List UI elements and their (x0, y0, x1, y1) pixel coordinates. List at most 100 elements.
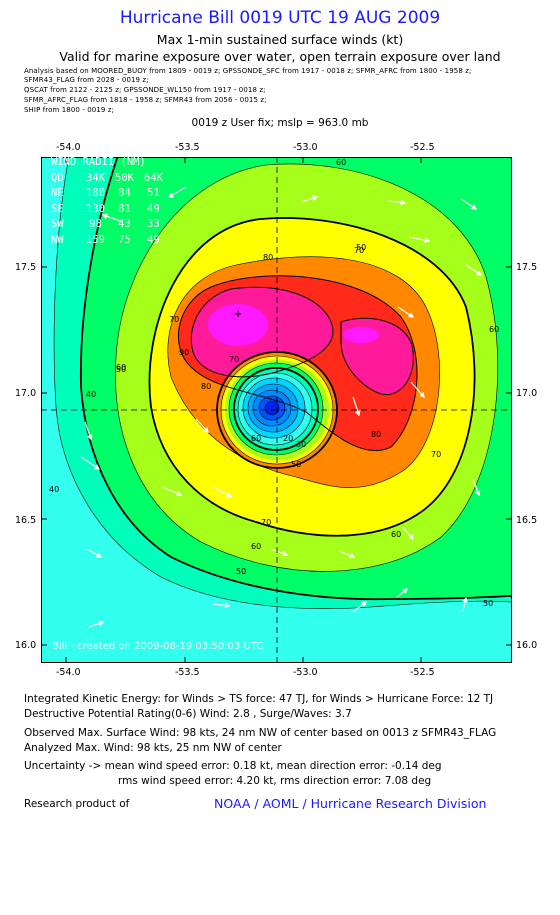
ike-summary: Integrated Kinetic Energy: for Winds > T… (24, 693, 494, 705)
contour-label: 30 (296, 440, 306, 449)
max-wind-core-east (343, 327, 379, 343)
radii-value: 84 (118, 187, 131, 199)
wind-radii-row: SW 98 43 33 (51, 217, 168, 233)
x-tick-label-bottom: -53.5 (175, 667, 200, 678)
plot-frame (41, 157, 512, 663)
destructive-potential: Destructive Potential Rating(0-6) Wind: … (24, 708, 352, 720)
contour-label: 50 (291, 460, 301, 469)
wind-arrow-head (424, 237, 431, 244)
x-tick-label-top: -53.0 (293, 142, 318, 153)
radii-value: 159 (86, 233, 105, 246)
radii-value: 49 (147, 233, 160, 246)
contour-label: 60 (251, 434, 261, 443)
contour-label: 60 (489, 325, 499, 334)
radii-col-header: 50K (115, 171, 134, 184)
radii-col-header: 64K (144, 171, 163, 184)
wind-radii-table: WIND RADII (NM) QD 34K 50K 64K NE 180 84… (51, 155, 168, 248)
wind-radii-header: WIND RADII (NM) (51, 156, 146, 168)
contour-label: 70 (169, 315, 179, 324)
research-org: NOAA / AOML / Hurricane Research Divisio… (214, 796, 487, 811)
contour-label: 60 (251, 542, 261, 551)
wind-arrow-head (408, 533, 414, 540)
x-tick-label-top: -52.5 (410, 142, 435, 153)
contour-label: 60 (336, 158, 346, 167)
analysis-line: SHIP from 1800 - 0019 z; (24, 106, 114, 114)
chart-title: Hurricane Bill 0019 UTC 19 AUG 2009 (119, 8, 441, 28)
radii-value: 33 (147, 218, 160, 230)
contour-label: 70 (261, 518, 271, 527)
x-tick-label-bottom: -54.0 (56, 667, 81, 678)
contour-label: 50 (483, 599, 493, 608)
x-tick-label-bottom: -52.5 (410, 667, 435, 678)
radii-col-header: 34K (86, 171, 105, 184)
wind-arrow-head (101, 213, 108, 220)
wind-radii-row: NW 159 75 49 (51, 233, 168, 249)
radii-value: 51 (147, 187, 160, 199)
y-tick-label-right: 16.0 (516, 640, 538, 651)
wind-arrow-head (93, 464, 101, 470)
chart-subtitle: Max 1-min sustained surface winds (kt) (156, 32, 404, 47)
radii-value: 81 (118, 202, 131, 215)
contour-label: 70 (354, 246, 364, 255)
max-wind-marker: + (234, 309, 242, 320)
chart-subtitle-exposure: Valid for marine exposure over water, op… (59, 49, 501, 64)
radii-value: 130 (86, 202, 105, 215)
storm-fix-info: 0019 z User fix; mslp = 963.0 mb (191, 117, 369, 129)
eye-band-5 (265, 401, 279, 415)
y-tick-label-left: 16.0 (15, 640, 37, 651)
contour-label: 60 (391, 530, 401, 539)
wind-arrow-head (349, 552, 356, 559)
wind-arrow-head (360, 601, 367, 607)
uncertainty-line: Uncertainty -> mean wind speed error: 0.… (24, 760, 442, 772)
radii-value: 49 (147, 202, 160, 215)
analysis-line: SFMR43_FLAG from 2028 - 0019 z; (24, 76, 149, 84)
y-tick-label-left: 16.5 (15, 515, 37, 526)
max-wind-core (208, 304, 268, 346)
radii-col-header: QD (51, 171, 64, 184)
radii-quadrant: SW (51, 218, 64, 230)
contour-label: 50 (236, 567, 246, 576)
contour-label: 40 (86, 390, 96, 399)
wind-arrow-group (80, 186, 483, 628)
wind-radii-columns: QD 34K 50K 64K (51, 171, 168, 187)
radii-value: 98 (89, 218, 102, 230)
contour-label: 70 (229, 355, 239, 364)
contour-label: 80 (371, 430, 381, 439)
radii-value: 43 (118, 218, 131, 230)
y-tick-label-right: 17.5 (516, 262, 538, 273)
wind-arrow-head (282, 550, 289, 557)
analysis-line: SFMR_AFRC_FLAG from 1818 - 1958 z; SFMR4… (24, 96, 267, 104)
y-tick-label-right: 16.5 (516, 515, 538, 526)
wind-arrow-head (400, 199, 407, 206)
analysis-line: QSCAT from 2122 - 2125 z; GPSSONDE_WL150… (24, 86, 266, 94)
wind-arrow-head (354, 410, 361, 417)
analyzed-max-wind: Analyzed Max. Wind: 98 kts, 25 nm NW of … (24, 742, 282, 754)
contour-label-group: 60 70 80 90 50 40 20 30 50 60 70 80 70 6… (49, 158, 499, 608)
contour-label: 80 (201, 382, 211, 391)
contour-lines-inner (177, 275, 418, 452)
wind-arrow-head (86, 434, 93, 441)
wind-arrow-head (98, 620, 105, 627)
radii-value: 75 (118, 233, 131, 246)
research-label: Research product of (24, 798, 130, 810)
observed-max-wind: Observed Max. Surface Wind: 98 kts, 24 n… (24, 727, 497, 739)
wind-radii-row: SE 130 81 49 (51, 202, 168, 218)
radii-quadrant: NW (51, 233, 64, 246)
x-tick-label-top: -54.0 (56, 142, 81, 153)
radii-quadrant: SE (51, 202, 64, 215)
radii-quadrant: NE (51, 187, 64, 199)
wind-arrow-head (95, 552, 103, 558)
contour-label: 70 (431, 450, 441, 459)
contour-label: 90 (179, 348, 189, 357)
wind-arrow-head (224, 602, 231, 609)
contour-label: 80 (263, 253, 273, 262)
contour-label: 50 (116, 365, 126, 374)
wind-arrow-head (474, 490, 481, 497)
contour-label: 50 (356, 243, 366, 252)
wind-arrow-head (167, 192, 175, 198)
x-tick-label-bottom: -53.0 (293, 667, 318, 678)
wind-arrow-head (176, 490, 183, 497)
y-tick-label-left: 17.5 (15, 262, 37, 273)
wind-radii-row: NE 180 84 51 (51, 186, 168, 202)
wind-arrow-head (470, 204, 478, 210)
